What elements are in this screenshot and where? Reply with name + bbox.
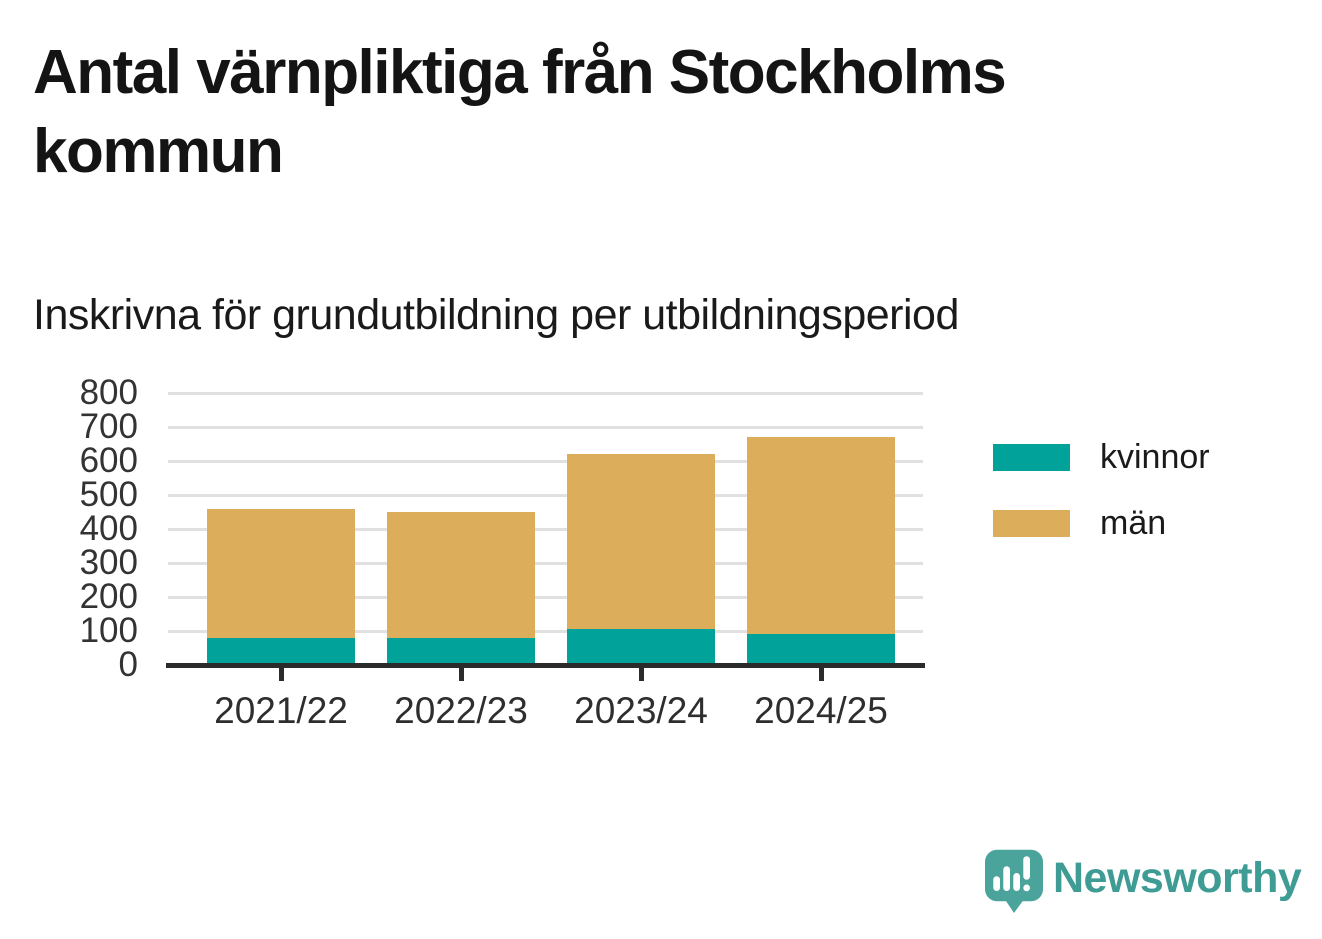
- bar-segment-kvinnor: [387, 637, 535, 665]
- x-axis-tick-label: 2022/23: [394, 690, 528, 731]
- x-axis-tick: [458, 668, 464, 681]
- gridline-300: [168, 561, 923, 565]
- gridline-700: [168, 425, 923, 429]
- y-axis-tick-label: 0: [118, 645, 138, 684]
- x-axis-tick: [278, 668, 284, 681]
- legend-swatch-man: [993, 510, 1070, 537]
- bar-segment-man: [207, 508, 355, 638]
- x-axis-tick: [818, 668, 824, 681]
- legend-swatch-kvinnor: [993, 444, 1070, 471]
- gridline-800: [168, 391, 923, 395]
- bar-segment-man: [387, 512, 535, 638]
- legend: kvinnor män: [993, 438, 1210, 570]
- x-axis-tick-label: 2021/22: [214, 690, 348, 731]
- chart-title: Antal värnpliktiga från Stockholms kommu…: [33, 38, 1007, 186]
- newsworthy-wordmark: Newsworthy: [1053, 853, 1302, 902]
- bar-segment-kvinnor: [747, 634, 895, 665]
- newsworthy-branding: Newsworthy: [977, 841, 1302, 915]
- x-axis-tick: [638, 668, 644, 681]
- y-axis-tick-label: 500: [79, 475, 138, 514]
- y-axis-tick-label: 600: [79, 441, 138, 480]
- bar-segment-man: [567, 454, 715, 630]
- gridline-100: [168, 629, 923, 633]
- y-axis-tick-label: 400: [79, 509, 138, 548]
- chart-subtitle: Inskrivna för grundutbildning per utbild…: [33, 291, 959, 339]
- legend-item-man: män: [993, 504, 1210, 543]
- y-axis-tick-label: 200: [79, 577, 138, 616]
- bar-segment-kvinnor: [207, 637, 355, 665]
- gridline-500: [168, 493, 923, 497]
- bar-segment-kvinnor: [567, 629, 715, 665]
- y-axis-tick-label: 100: [79, 611, 138, 650]
- legend-item-kvinnor: kvinnor: [993, 438, 1210, 477]
- y-axis-tick-label: 700: [79, 407, 138, 446]
- y-axis-tick-label: 300: [79, 543, 138, 582]
- y-axis-tick-label: 800: [79, 373, 138, 412]
- bar-segment-man: [747, 437, 895, 635]
- x-axis-line: [166, 663, 925, 668]
- x-axis-tick-label: 2023/24: [574, 690, 708, 731]
- legend-label-man: män: [1100, 504, 1167, 542]
- x-axis-tick-label: 2024/25: [754, 690, 888, 731]
- gridline-200: [168, 595, 923, 599]
- legend-label-kvinnor: kvinnor: [1100, 438, 1210, 476]
- gridline-400: [168, 527, 923, 531]
- newsworthy-logo-icon: [985, 849, 1043, 913]
- gridline-600: [168, 459, 923, 463]
